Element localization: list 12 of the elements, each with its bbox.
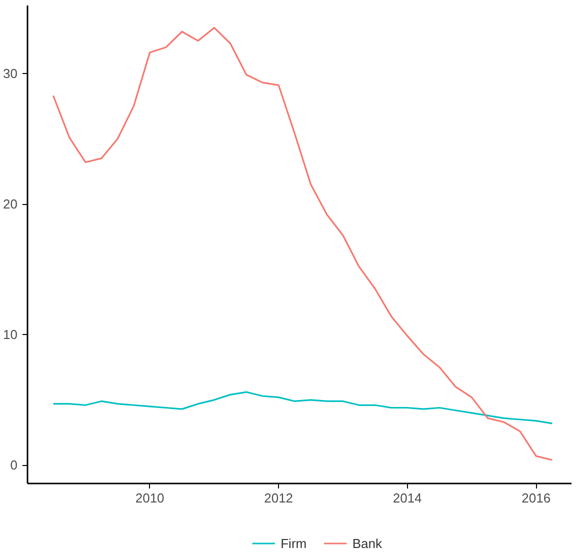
x-tick-label: 2012 — [264, 490, 294, 506]
x-tick-label: 2014 — [392, 490, 422, 506]
line-series — [52, 26, 553, 461]
y-tick-label: 30 — [3, 66, 18, 81]
y-tick-label: 0 — [10, 458, 18, 473]
y-tick-label: 20 — [3, 196, 18, 212]
x-tick-label: 2016 — [522, 490, 551, 506]
line-series — [52, 391, 553, 424]
y-tick-label: 10 — [3, 327, 18, 342]
legend-label: Bank — [352, 536, 383, 551]
legend-label: Firm — [280, 536, 307, 551]
x-tick-label: 2010 — [135, 490, 164, 506]
